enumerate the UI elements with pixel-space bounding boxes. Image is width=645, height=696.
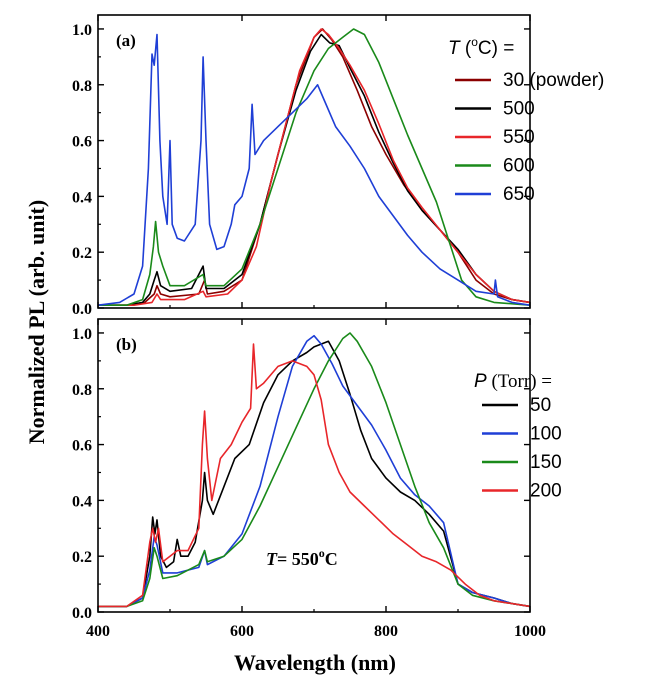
panel-b-annotation-sup: o: [319, 546, 325, 560]
panel-b-label: (b): [116, 335, 137, 354]
panel-b-x-tick-label: 600: [230, 623, 254, 640]
panel-a-legend-title-sup: o: [471, 35, 478, 49]
panel-b-series-100: [98, 334, 531, 608]
panel-a-legend-title-unit: C) =: [478, 38, 514, 59]
x-axis-label: Wavelength (nm): [234, 650, 396, 675]
panel-b: 400 600 800 1000 0.0 0.2 0.4 0.6 0.8 1.0 (b) P (T…: [72, 318, 562, 640]
panel-a-legend-title-open: (: [460, 38, 472, 59]
panel-b-y-tick-label: 1.0: [72, 326, 92, 343]
panel-a-legend-label: 650: [503, 184, 535, 205]
panel-a-legend-title-var: T: [448, 38, 461, 59]
panel-a-series: [97, 28, 531, 306]
panel-a-y-tick-label: 1.0: [72, 22, 92, 39]
panel-b-legend-title-unit: (Torr) =: [487, 371, 552, 392]
panel-a-frame: [97, 14, 531, 309]
panel-b-annotation: T= 550oC: [266, 546, 338, 569]
panel-b-annotation-unit: C: [325, 549, 338, 569]
panel-b-series-50: [98, 340, 531, 608]
panel-b-y-tick-label: 0.6: [72, 438, 92, 455]
y-axis-label: Normalized PL (arb. unit): [24, 200, 49, 444]
panel-b-legend-label: 100: [530, 424, 562, 445]
panel-b-legend-title: P (Torr) =: [474, 371, 552, 392]
panel-a-y-tick-label: 0.4: [72, 189, 92, 206]
panel-a-series-550: [98, 28, 531, 306]
panel-b-x-tick-label: 1000: [514, 623, 546, 640]
panel-b-legend-label: 50: [530, 395, 551, 416]
panel-b-legend: 50 100 150 200: [482, 395, 562, 502]
panel-a: 0.0 0.2 0.4 0.6 0.8 1.0 (a) T (oC) = 30 (powd…: [72, 14, 604, 318]
panel-b-legend-label: 150: [530, 452, 562, 473]
panel-a-y-tick-label: 0.6: [72, 134, 92, 151]
panel-b-annotation-var: T: [266, 549, 278, 569]
panel-b-y-tick-label: 0.2: [72, 549, 92, 566]
panel-a-y-tick-label: 0.0: [72, 301, 92, 318]
panel-a-legend-label: 600: [503, 156, 535, 177]
panel-a-legend-label: 30 (powder): [503, 70, 604, 91]
panel-b-legend-title-var: P: [474, 371, 487, 392]
panel-b-x-tick-label: 800: [374, 623, 398, 640]
panel-a-legend-title: T (oC) =: [448, 35, 514, 59]
panel-b-series: [98, 332, 531, 608]
panel-b-frame: [97, 318, 531, 613]
panel-b-y-tick-label: 0.4: [72, 493, 92, 510]
panel-b-series-150: [98, 332, 531, 608]
panel-b-y-tick-label: 0.8: [72, 382, 92, 399]
panel-a-label: (a): [116, 31, 136, 50]
panel-b-x-tick-label: 400: [86, 623, 110, 640]
panel-a-legend: 30 (powder) 500 550 600 650: [455, 70, 604, 205]
panel-a-series-650: [97, 33, 531, 306]
panel-a-y-tick-label: 0.8: [72, 78, 92, 95]
panel-a-legend-label: 500: [503, 99, 535, 120]
panel-a-y-tick-label: 0.2: [72, 245, 92, 262]
panel-a-series-600: [98, 28, 531, 306]
panel-b-legend-label: 200: [530, 481, 562, 502]
panel-b-series-200: [98, 343, 531, 608]
panel-b-annotation-mid: = 550: [277, 549, 319, 569]
panel-a-legend-label: 550: [503, 127, 535, 148]
panel-b-y-tick-label: 0.0: [72, 605, 92, 622]
